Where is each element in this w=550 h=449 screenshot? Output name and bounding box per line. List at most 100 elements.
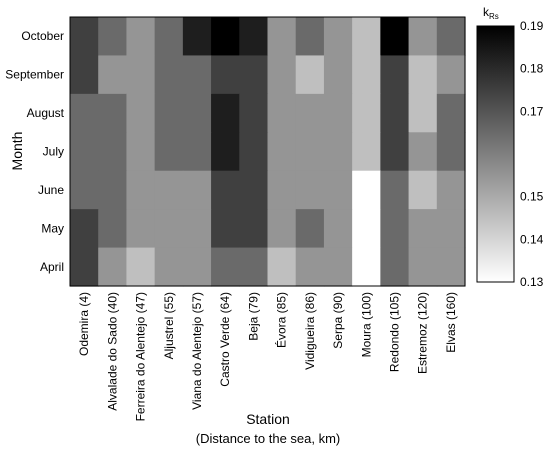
colorbar-tick-label: 0.13 xyxy=(520,275,544,289)
heatmap-cell xyxy=(182,55,212,95)
heatmap-cell xyxy=(352,132,381,172)
heatmap-cell xyxy=(323,170,353,210)
heatmap-cell xyxy=(182,17,212,57)
x-tick-label: Odemira (4) xyxy=(77,292,91,356)
y-tick-label: April xyxy=(40,260,64,274)
heatmap-cell xyxy=(352,247,381,287)
heatmap-cell xyxy=(70,93,99,133)
heatmap-cell xyxy=(408,132,438,172)
heatmap-cell xyxy=(239,247,269,287)
heatmap-cell xyxy=(267,55,297,95)
heatmap-cell xyxy=(239,170,269,210)
heatmap-cell xyxy=(182,209,212,249)
heatmap-cell xyxy=(182,247,212,287)
heatmap-cell xyxy=(126,247,156,287)
heatmap-cell xyxy=(154,247,184,287)
heatmap-cell xyxy=(267,209,297,249)
heatmap-cell xyxy=(126,93,156,133)
heatmap-cell xyxy=(126,209,156,249)
heatmap-cell xyxy=(408,55,438,95)
heatmap-cell xyxy=(70,55,99,95)
heatmap-cells xyxy=(70,17,466,287)
heatmap-cell xyxy=(436,170,466,210)
colorbar-tick-label: 0.18 xyxy=(520,62,544,76)
x-tick-label: Estremoz (120) xyxy=(416,292,430,374)
heatmap-cell xyxy=(436,17,466,57)
heatmap-cell xyxy=(323,55,353,95)
heatmap-cell xyxy=(98,132,128,172)
colorbar: kRs 0.19 0.18 0.17 0.15 0.14 0.13 xyxy=(476,5,544,289)
heatmap-cell xyxy=(98,17,128,57)
x-tick-label: Évora (85) xyxy=(274,292,289,348)
heatmap-cell xyxy=(154,170,184,210)
heatmap-cell xyxy=(182,132,212,172)
y-tick-labels: October September August July June May April xyxy=(5,29,64,274)
heatmap-cell xyxy=(70,132,99,172)
heatmap-cell xyxy=(436,247,466,287)
heatmap-cell xyxy=(380,247,410,287)
heatmap-cell xyxy=(239,17,269,57)
heatmap-cell xyxy=(98,170,128,210)
heatmap-cell xyxy=(380,17,410,57)
x-tick-label: Moura (100) xyxy=(359,292,373,357)
x-tick-label: Castro Verde (64) xyxy=(218,292,232,387)
x-tick-label: Alvalade do Sado (40) xyxy=(105,292,119,411)
heatmap-cell xyxy=(239,55,269,95)
heatmap-cell xyxy=(352,170,381,210)
heatmap-cell xyxy=(380,209,410,249)
colorbar-tick-label: 0.17 xyxy=(520,104,544,118)
y-tick-label: July xyxy=(43,145,64,159)
heatmap-cell xyxy=(295,132,325,172)
heatmap-cell xyxy=(323,132,353,172)
heatmap-cell xyxy=(323,209,353,249)
colorbar-tick-labels: 0.19 0.18 0.17 0.15 0.14 0.13 xyxy=(520,19,544,289)
y-tick-label: August xyxy=(27,106,65,120)
heatmap-cell xyxy=(323,247,353,287)
colorbar-tick-label: 0.15 xyxy=(520,190,544,204)
heatmap-cell xyxy=(211,55,240,95)
heatmap-cell xyxy=(70,17,99,57)
heatmap-cell xyxy=(154,132,184,172)
heatmap-cell xyxy=(70,170,99,210)
heatmap-cell xyxy=(408,93,438,133)
heatmap-cell xyxy=(408,209,438,249)
y-tick-label: May xyxy=(41,221,64,235)
y-tick-label: September xyxy=(5,68,64,82)
heatmap-cell xyxy=(70,247,99,287)
heatmap-cell xyxy=(352,209,381,249)
heatmap-cell xyxy=(98,55,128,95)
heatmap-cell xyxy=(267,132,297,172)
heatmap-cell xyxy=(267,170,297,210)
x-tick-label: Elvas (160) xyxy=(444,292,458,353)
heatmap-cell xyxy=(295,247,325,287)
heatmap-cell xyxy=(70,209,99,249)
heatmap-cell xyxy=(408,247,438,287)
heatmap-cell xyxy=(295,17,325,57)
heatmap-cell xyxy=(126,17,156,57)
heatmap-cell xyxy=(126,170,156,210)
y-tick-label: October xyxy=(21,29,64,43)
plot-frame xyxy=(69,16,466,287)
heatmap-cell xyxy=(154,93,184,133)
heatmap-cell xyxy=(154,17,184,57)
heatmap-cell xyxy=(154,55,184,95)
x-tick-label: Ferreira do Alentejo (47) xyxy=(134,292,148,421)
colorbar-tick-label: 0.14 xyxy=(520,232,544,246)
heatmap-cell xyxy=(295,209,325,249)
colorbar-gradient xyxy=(476,25,515,283)
heatmap-cell xyxy=(323,17,353,57)
heatmap-cell xyxy=(436,55,466,95)
heatmap-cell xyxy=(352,93,381,133)
x-axis-subtitle: (Distance to the sea, km) xyxy=(196,431,341,446)
x-axis-title: Station xyxy=(246,411,290,427)
colorbar-tick-label: 0.19 xyxy=(520,19,544,33)
colorbar-title: kRs xyxy=(483,5,499,21)
heatmap-cell xyxy=(295,55,325,95)
heatmap-cell xyxy=(380,132,410,172)
heatmap-cell xyxy=(211,247,240,287)
heatmap-cell xyxy=(436,93,466,133)
heatmap-cell xyxy=(239,209,269,249)
x-tick-label: Aljustrel (55) xyxy=(162,292,176,359)
heatmap-cell xyxy=(295,93,325,133)
